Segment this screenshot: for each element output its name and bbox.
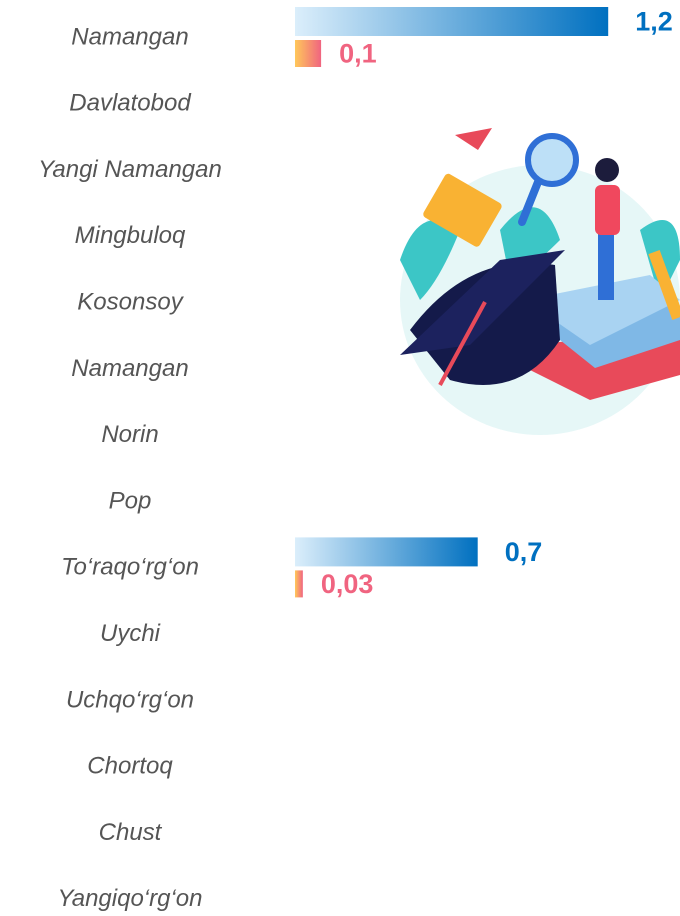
category-label: Kosonsoy (77, 289, 184, 316)
category-label: Uchqo‘rg‘on (66, 686, 194, 713)
bar (295, 7, 609, 36)
category-label: To‘raqo‘rg‘on (61, 554, 199, 581)
category-label: Yangiqo‘rg‘on (58, 885, 203, 912)
category-label: Namangan (71, 355, 188, 382)
category-label: Namangan (71, 23, 188, 50)
bar (295, 40, 322, 67)
category-label: Davlatobod (69, 90, 191, 117)
value-label: 0,7 (505, 537, 543, 567)
illustration (400, 128, 680, 435)
bar (295, 570, 303, 598)
category-label: Pop (109, 487, 152, 514)
category-label: Chortoq (87, 753, 173, 780)
bar (295, 537, 478, 567)
category-label: Uychi (100, 620, 161, 647)
category-label: Yangi Namangan (38, 156, 222, 183)
category-label: Chust (99, 819, 163, 846)
value-label: 0,1 (339, 39, 377, 69)
category-label: Mingbuloq (75, 222, 186, 249)
category-label: Norin (101, 421, 158, 448)
value-label: 1,2 (635, 7, 673, 37)
value-label: 0,03 (321, 569, 374, 599)
